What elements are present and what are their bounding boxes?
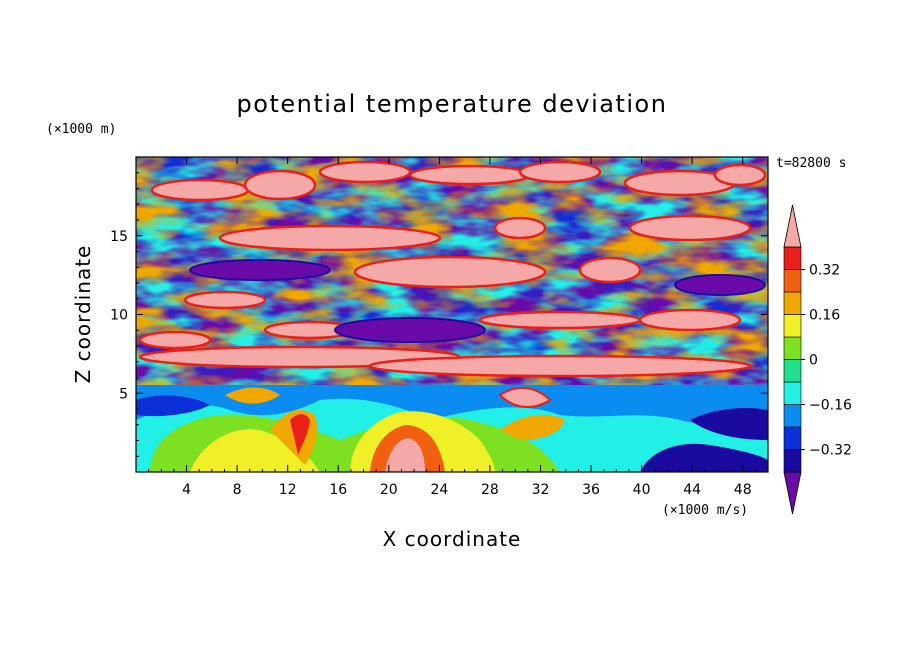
colorbar-tick-label: −0.32 — [809, 443, 852, 459]
x-tick-label: 24 — [430, 482, 448, 498]
colorbar-tick-label: 0 — [809, 353, 818, 369]
colorbar-bin — [783, 404, 802, 428]
contour-field — [136, 157, 768, 472]
upper-layer-cold-blobs — [189, 259, 766, 343]
x-tick-label: 16 — [329, 482, 347, 498]
x-tick-label: 4 — [182, 482, 191, 498]
colorbar-bin — [783, 359, 802, 383]
x-axis-label: X coordinate — [383, 527, 522, 551]
y-unit-label: (×1000 m) — [46, 122, 116, 137]
colorbar-lower-extension — [783, 471, 802, 515]
x-tick-label: 32 — [532, 482, 550, 498]
chart-title: potential temperature deviation — [237, 90, 668, 118]
colorbar-bin — [783, 269, 802, 293]
x-tick-label: 36 — [582, 482, 600, 498]
x-tick-label: 12 — [279, 482, 297, 498]
y-axis: 5 10 15 — [110, 172, 768, 457]
colorbar-bin — [783, 426, 802, 450]
x-tick-label: 44 — [683, 482, 701, 498]
colorbar-bin — [783, 314, 802, 338]
colorbar-bin — [783, 336, 802, 360]
colorbar-tick-label: 0.16 — [809, 308, 840, 324]
lower-layer-features — [136, 387, 768, 472]
x-tick-label: 40 — [633, 482, 651, 498]
y-tick-label: 10 — [110, 308, 128, 324]
x-tick-label: 48 — [734, 482, 752, 498]
y-axis-label: Z coordinate — [71, 245, 95, 384]
colorbar-upper-extension — [783, 204, 802, 248]
x-tick-label: 20 — [380, 482, 398, 498]
x-axis: 4 8 12 16 20 24 28 32 36 40 44 48 — [148, 157, 756, 498]
upper-layer-warm-blobs — [138, 160, 767, 378]
y-tick-label: 15 — [110, 229, 128, 245]
colorbar-tick-label: −0.16 — [809, 398, 852, 414]
y-tick-label: 5 — [119, 386, 128, 402]
time-label: t=82800 s — [776, 156, 846, 171]
colorbar-bin — [783, 449, 802, 473]
x-unit-label: (×1000 m/s) — [662, 503, 748, 518]
colorbar: 0.32 0.16 0 −0.16 −0.32 — [783, 204, 852, 515]
colorbar-bin — [783, 291, 802, 315]
x-tick-label: 8 — [233, 482, 242, 498]
x-tick-label: 28 — [481, 482, 499, 498]
colorbar-bin — [783, 381, 802, 405]
colorbar-tick-label: 0.32 — [809, 263, 840, 279]
colorbar-bin — [783, 246, 802, 270]
